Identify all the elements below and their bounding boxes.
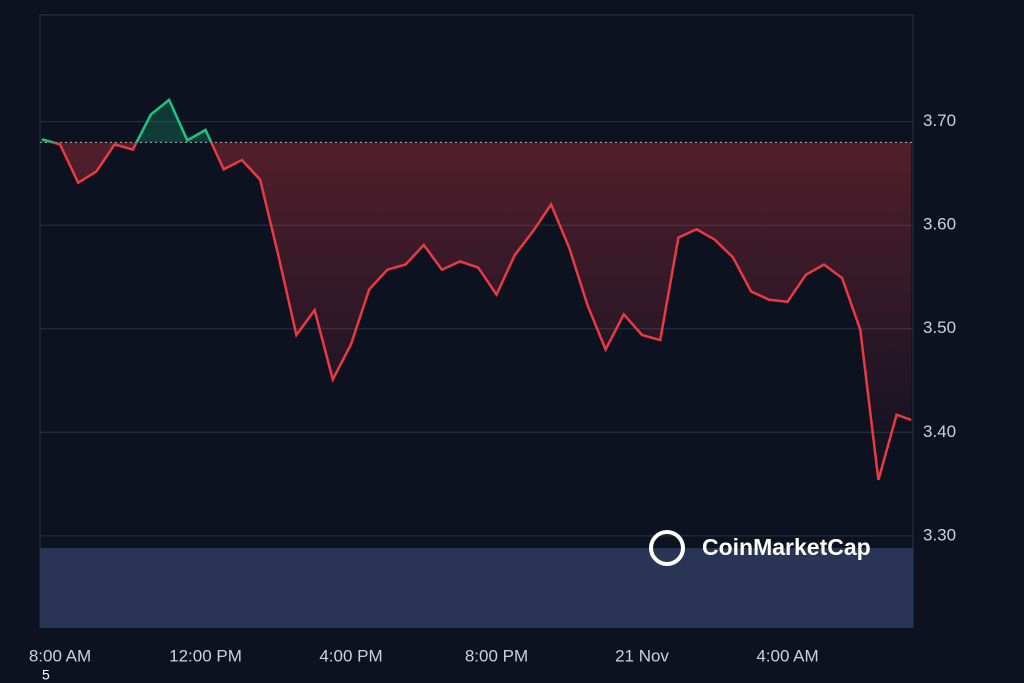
price-line-down (48, 142, 912, 481)
corner-text: 5 (42, 667, 50, 683)
x-tick-label: 4:00 AM (756, 646, 818, 665)
x-tick-label: 8:00 AM (29, 646, 91, 665)
x-tick-label: 12:00 PM (169, 646, 242, 665)
y-tick-label: 3.30 (923, 525, 956, 544)
x-tick-label: 8:00 PM (465, 646, 528, 665)
y-tick-label: 3.50 (923, 318, 956, 337)
x-tick-label: 4:00 PM (319, 646, 382, 665)
watermark: CoinMarketCap (649, 530, 871, 566)
area-down (52, 142, 912, 480)
watermark-text: CoinMarketCap (702, 534, 871, 560)
x-tick-label: 21 Nov (615, 646, 669, 665)
price-line-up (41, 97, 213, 143)
y-tick-label: 3.70 (923, 111, 956, 130)
watermark-logo (649, 530, 685, 566)
y-tick-label: 3.40 (923, 422, 956, 441)
volume-area (40, 548, 913, 628)
y-tick-label: 3.60 (923, 215, 956, 234)
